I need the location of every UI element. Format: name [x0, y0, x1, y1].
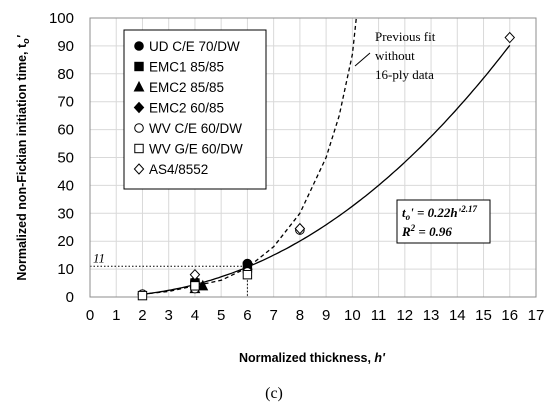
legend-label-4: EMC2 60/85	[149, 101, 224, 116]
x-tick-label: 7	[269, 307, 277, 324]
figure-caption: (c)	[265, 385, 283, 402]
y-tick-label: 70	[57, 94, 74, 111]
data-point-series-6	[137, 290, 148, 301]
x-axis-title: Normalized thickness, h'	[239, 351, 386, 365]
data-point-series-3	[197, 279, 209, 291]
legend-marker-3	[133, 80, 145, 92]
x-tick-label: 8	[296, 307, 304, 324]
legend-box	[123, 29, 267, 190]
previous-fit-curve	[142, 17, 357, 295]
y-tick-label: 20	[57, 233, 74, 250]
data-point-series-6	[190, 281, 200, 291]
x-tick-label: 12	[396, 307, 413, 324]
equation-r-squared: R2 = 0.96	[401, 223, 452, 239]
x-tick-label: 2	[138, 307, 146, 324]
equation-box: to' = 0.22h'2.17 R2 = 0.96	[396, 199, 491, 244]
x-tick-label: 6	[243, 307, 251, 324]
legend-marker-5	[134, 123, 144, 133]
data-point-series-7	[294, 222, 306, 235]
data-point-series-7	[504, 31, 516, 44]
x-tick-label: 9	[322, 307, 330, 324]
y-tick-label: 10	[57, 261, 74, 278]
x-tick-label: 5	[217, 307, 225, 324]
data-point-series-7	[189, 268, 201, 281]
x-tick-label: 3	[165, 307, 173, 324]
legend-label-3: EMC2 85/85	[149, 80, 224, 95]
x-tick-label: 10	[344, 307, 361, 324]
x-tick-label: 15	[475, 307, 492, 324]
y-tick-label: 30	[57, 205, 74, 222]
reference-lines	[90, 265, 248, 297]
legend-label-2: EMC1 85/85	[149, 60, 224, 75]
y-tick-label: 90	[57, 38, 74, 55]
legend-label-6: WV G/E 60/DW	[149, 142, 243, 157]
x-tick-label: 16	[501, 307, 518, 324]
fit-annotation-arrow	[354, 52, 371, 67]
x-tick-label: 4	[191, 307, 199, 324]
x-tick-label: 11	[371, 307, 387, 324]
legend-label-1: UD C/E 70/DW	[149, 39, 240, 54]
equation-frame	[396, 199, 491, 244]
y-tick-label: 40	[57, 177, 74, 194]
x-tick-label: 17	[528, 307, 545, 324]
y-tick-label: 100	[49, 10, 74, 27]
y-tick-label: 60	[57, 122, 74, 139]
plot-area	[89, 17, 537, 298]
fit-annotation-line-1: Previous fit	[375, 29, 436, 44]
legend-marker-4	[133, 101, 145, 114]
fit-annotation: Previous fit without 16-ply data	[354, 29, 436, 82]
x-tick-label: 1	[112, 307, 120, 324]
legend-label-5: WV C/E 60/DW	[149, 121, 242, 136]
legend-marker-1	[134, 41, 144, 51]
y-tick-label: 80	[57, 66, 74, 83]
legend: UD C/E 70/DW EMC1 85/85 EMC2 85/85 EMC2 60/…	[123, 29, 267, 190]
x-tick-labels: 0 1 2 3 4 5 6 7 8 9 10 11 12 13 14 15 16 17	[86, 307, 545, 324]
x-tick-label: 14	[449, 307, 466, 324]
x-tick-label: 0	[86, 307, 94, 324]
legend-marker-6	[134, 143, 144, 154]
y-axis-title: Normalized non-Fickian initiation time, …	[15, 34, 31, 280]
y-tick-label: 0	[66, 289, 74, 306]
legend-marker-2	[134, 61, 144, 72]
equation-fit: to' = 0.22h'2.17	[402, 204, 478, 222]
legend-label-7: AS4/8552	[149, 162, 208, 177]
data-point-series-6	[242, 269, 253, 280]
y-tick-label: 50	[57, 150, 74, 167]
fit-annotation-line-3: 16-ply data	[375, 67, 434, 82]
legend-marker-7	[133, 163, 145, 175]
reference-value-label: 11	[93, 250, 105, 265]
fit-annotation-line-2: without	[375, 48, 415, 63]
data-points	[137, 31, 516, 301]
y-tick-labels: 0 10 20 30 40 50 60 70 80 90 100	[49, 10, 74, 306]
x-tick-label: 13	[423, 307, 440, 324]
